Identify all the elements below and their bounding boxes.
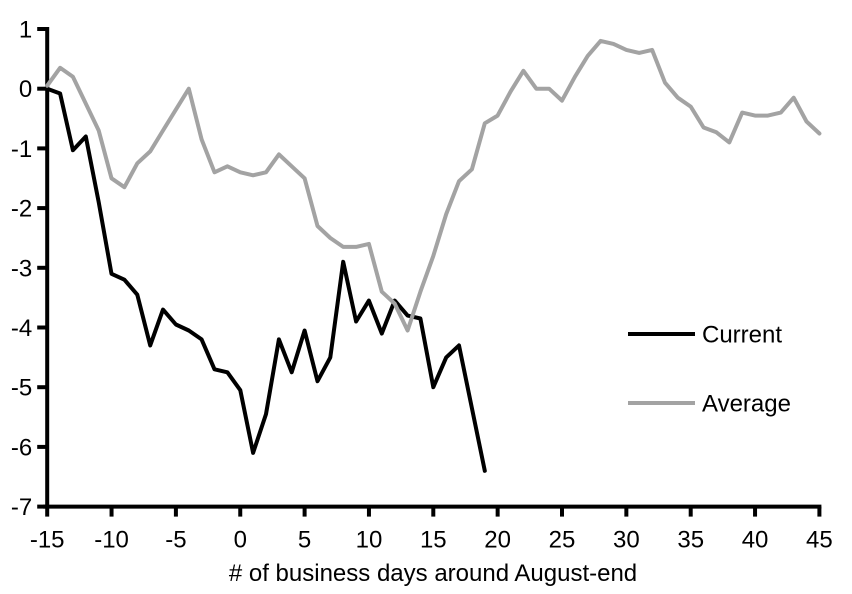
data-series xyxy=(45,38,822,473)
x-tick-label: 0 xyxy=(234,527,247,554)
axis-tick-labels: 10-1-2-3-4-5-6-7-15 -10 -5 0 5 10 15 20 25 30 35 40… xyxy=(11,17,833,554)
x-tick-label: 5 xyxy=(298,527,311,554)
x-tick-label: -15 xyxy=(30,527,65,554)
y-tick-label: 1 xyxy=(19,17,32,44)
x-tick-label: 25 xyxy=(549,527,576,554)
y-tick-label: -6 xyxy=(11,434,32,461)
x-tick-label: 35 xyxy=(677,527,704,554)
legend-label-current: Current xyxy=(702,322,782,349)
legend-item-current: Current xyxy=(628,322,782,349)
axes xyxy=(43,27,822,509)
legend-label-average: Average xyxy=(702,391,791,418)
x-tick-label: 20 xyxy=(484,527,511,554)
y-tick-label: -5 xyxy=(11,375,32,402)
y-tick-label: 0 xyxy=(19,76,32,103)
x-tick-label: -10 xyxy=(94,527,129,554)
x-axis-title: # of business days around August-end xyxy=(229,560,637,587)
y-tick-label: -1 xyxy=(11,136,32,163)
x-tick-label: 30 xyxy=(613,527,640,554)
x-tick-label: 40 xyxy=(742,527,769,554)
series-line-average xyxy=(45,38,822,333)
x-tick-label: 10 xyxy=(356,527,383,554)
chart-legend: Current Average xyxy=(628,322,791,418)
y-tick-label: -7 xyxy=(11,494,32,521)
y-tick-label: -2 xyxy=(11,196,32,223)
y-tick-label: -4 xyxy=(11,315,32,342)
x-tick-label: -5 xyxy=(165,527,186,554)
series-line-current xyxy=(45,86,487,473)
y-tick-label: -3 xyxy=(11,255,32,282)
axis-ticks xyxy=(37,27,822,517)
legend-item-average: Average xyxy=(628,391,791,418)
x-tick-label: 15 xyxy=(420,527,447,554)
x-tick-label: 45 xyxy=(806,527,833,554)
